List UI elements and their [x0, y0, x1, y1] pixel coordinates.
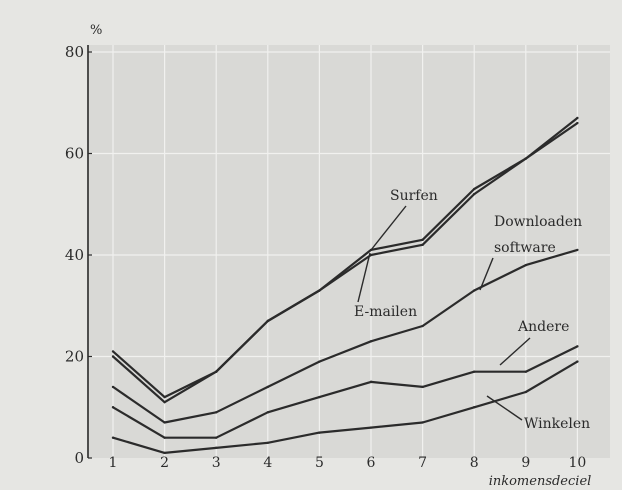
leader-line	[479, 257, 494, 291]
data-point	[318, 289, 321, 292]
data-point	[369, 340, 373, 343]
data-point	[524, 263, 527, 267]
y-tick-label: 80	[65, 43, 84, 61]
data-point	[421, 324, 424, 328]
data-point	[369, 426, 373, 429]
data-point	[576, 248, 579, 252]
data-point	[111, 406, 115, 409]
data-point	[111, 350, 115, 353]
series-lines	[111, 116, 579, 455]
series-line	[112, 117, 579, 399]
grid	[88, 45, 610, 458]
y-tick-labels: 0 20 40 60 80	[65, 43, 92, 467]
data-point	[266, 319, 269, 323]
data-point	[266, 441, 269, 444]
data-point	[421, 385, 424, 389]
series-label: Downloaden software	[494, 214, 582, 256]
x-tick-label: 5	[315, 455, 324, 471]
data-point	[524, 370, 527, 373]
data-point	[111, 436, 115, 439]
x-tick-label: 1	[109, 455, 118, 471]
series-label: Andere	[517, 319, 569, 335]
series-label: Winkelen	[524, 416, 590, 432]
data-point	[163, 395, 166, 399]
data-point	[524, 157, 527, 160]
y-unit-label: %	[90, 23, 102, 38]
series-line	[112, 345, 578, 439]
series-label-leaders	[357, 205, 531, 421]
x-tick-label: 9	[521, 455, 530, 471]
x-tick-label: 6	[367, 455, 376, 471]
y-tick-label: 20	[65, 348, 84, 366]
y-tick-label: 40	[65, 246, 84, 264]
series-label-line: Winkelen	[524, 416, 590, 432]
leader-line	[499, 337, 531, 366]
data-point	[576, 121, 579, 125]
data-point	[318, 395, 321, 399]
leader-line	[486, 395, 523, 421]
data-point	[163, 436, 166, 439]
x-axis-label: inkomensdeciel	[489, 474, 592, 489]
data-point	[576, 116, 579, 120]
series-label-line: Surfen	[390, 188, 438, 204]
data-point	[215, 411, 218, 414]
data-point	[111, 385, 115, 389]
data-point	[421, 238, 424, 241]
data-point	[473, 289, 476, 292]
x-tick-labels: 1 2 3 4 5 6 7 8 9 10	[109, 455, 587, 471]
data-point	[318, 360, 321, 363]
series-label-line: Downloaden	[494, 214, 582, 230]
series-label-line: E-mailen	[354, 304, 417, 320]
series-label: E-mailen	[354, 304, 417, 320]
data-point	[421, 421, 424, 424]
data-point	[473, 370, 476, 373]
data-point	[215, 446, 218, 450]
data-point	[576, 345, 579, 348]
data-point	[369, 380, 373, 384]
data-point	[163, 421, 166, 424]
y-tick-label: 60	[65, 145, 84, 163]
series-line	[112, 360, 578, 454]
leader-line	[357, 252, 371, 303]
data-point	[215, 436, 218, 439]
data-point	[111, 355, 115, 358]
data-point	[473, 192, 476, 196]
y-tick-label: 0	[74, 449, 84, 467]
data-point	[473, 406, 476, 409]
data-point	[576, 360, 579, 363]
x-tick-label: 3	[212, 455, 221, 471]
x-tick-label: 8	[470, 455, 479, 471]
data-point	[421, 243, 424, 247]
x-tick-label: 2	[160, 455, 169, 471]
data-point	[473, 187, 476, 191]
data-point	[266, 411, 269, 414]
series-line	[112, 248, 578, 424]
data-point	[318, 431, 321, 434]
series-labels: Surfen E-mailen Downloaden software Andere Wi…	[354, 188, 590, 432]
data-point	[215, 370, 218, 373]
data-point	[369, 253, 373, 257]
x-tick-label: 10	[568, 455, 586, 471]
data-point	[524, 390, 527, 394]
series-label-line: software	[494, 240, 556, 256]
series-line	[112, 122, 579, 404]
data-point	[163, 400, 166, 404]
data-point	[266, 385, 269, 389]
leader-line	[370, 205, 407, 251]
data-point	[163, 451, 166, 455]
x-tick-label: 7	[418, 455, 427, 471]
x-tick-label: 4	[263, 455, 272, 471]
series-label-line: Andere	[517, 319, 569, 335]
series-label: Surfen	[390, 188, 438, 204]
